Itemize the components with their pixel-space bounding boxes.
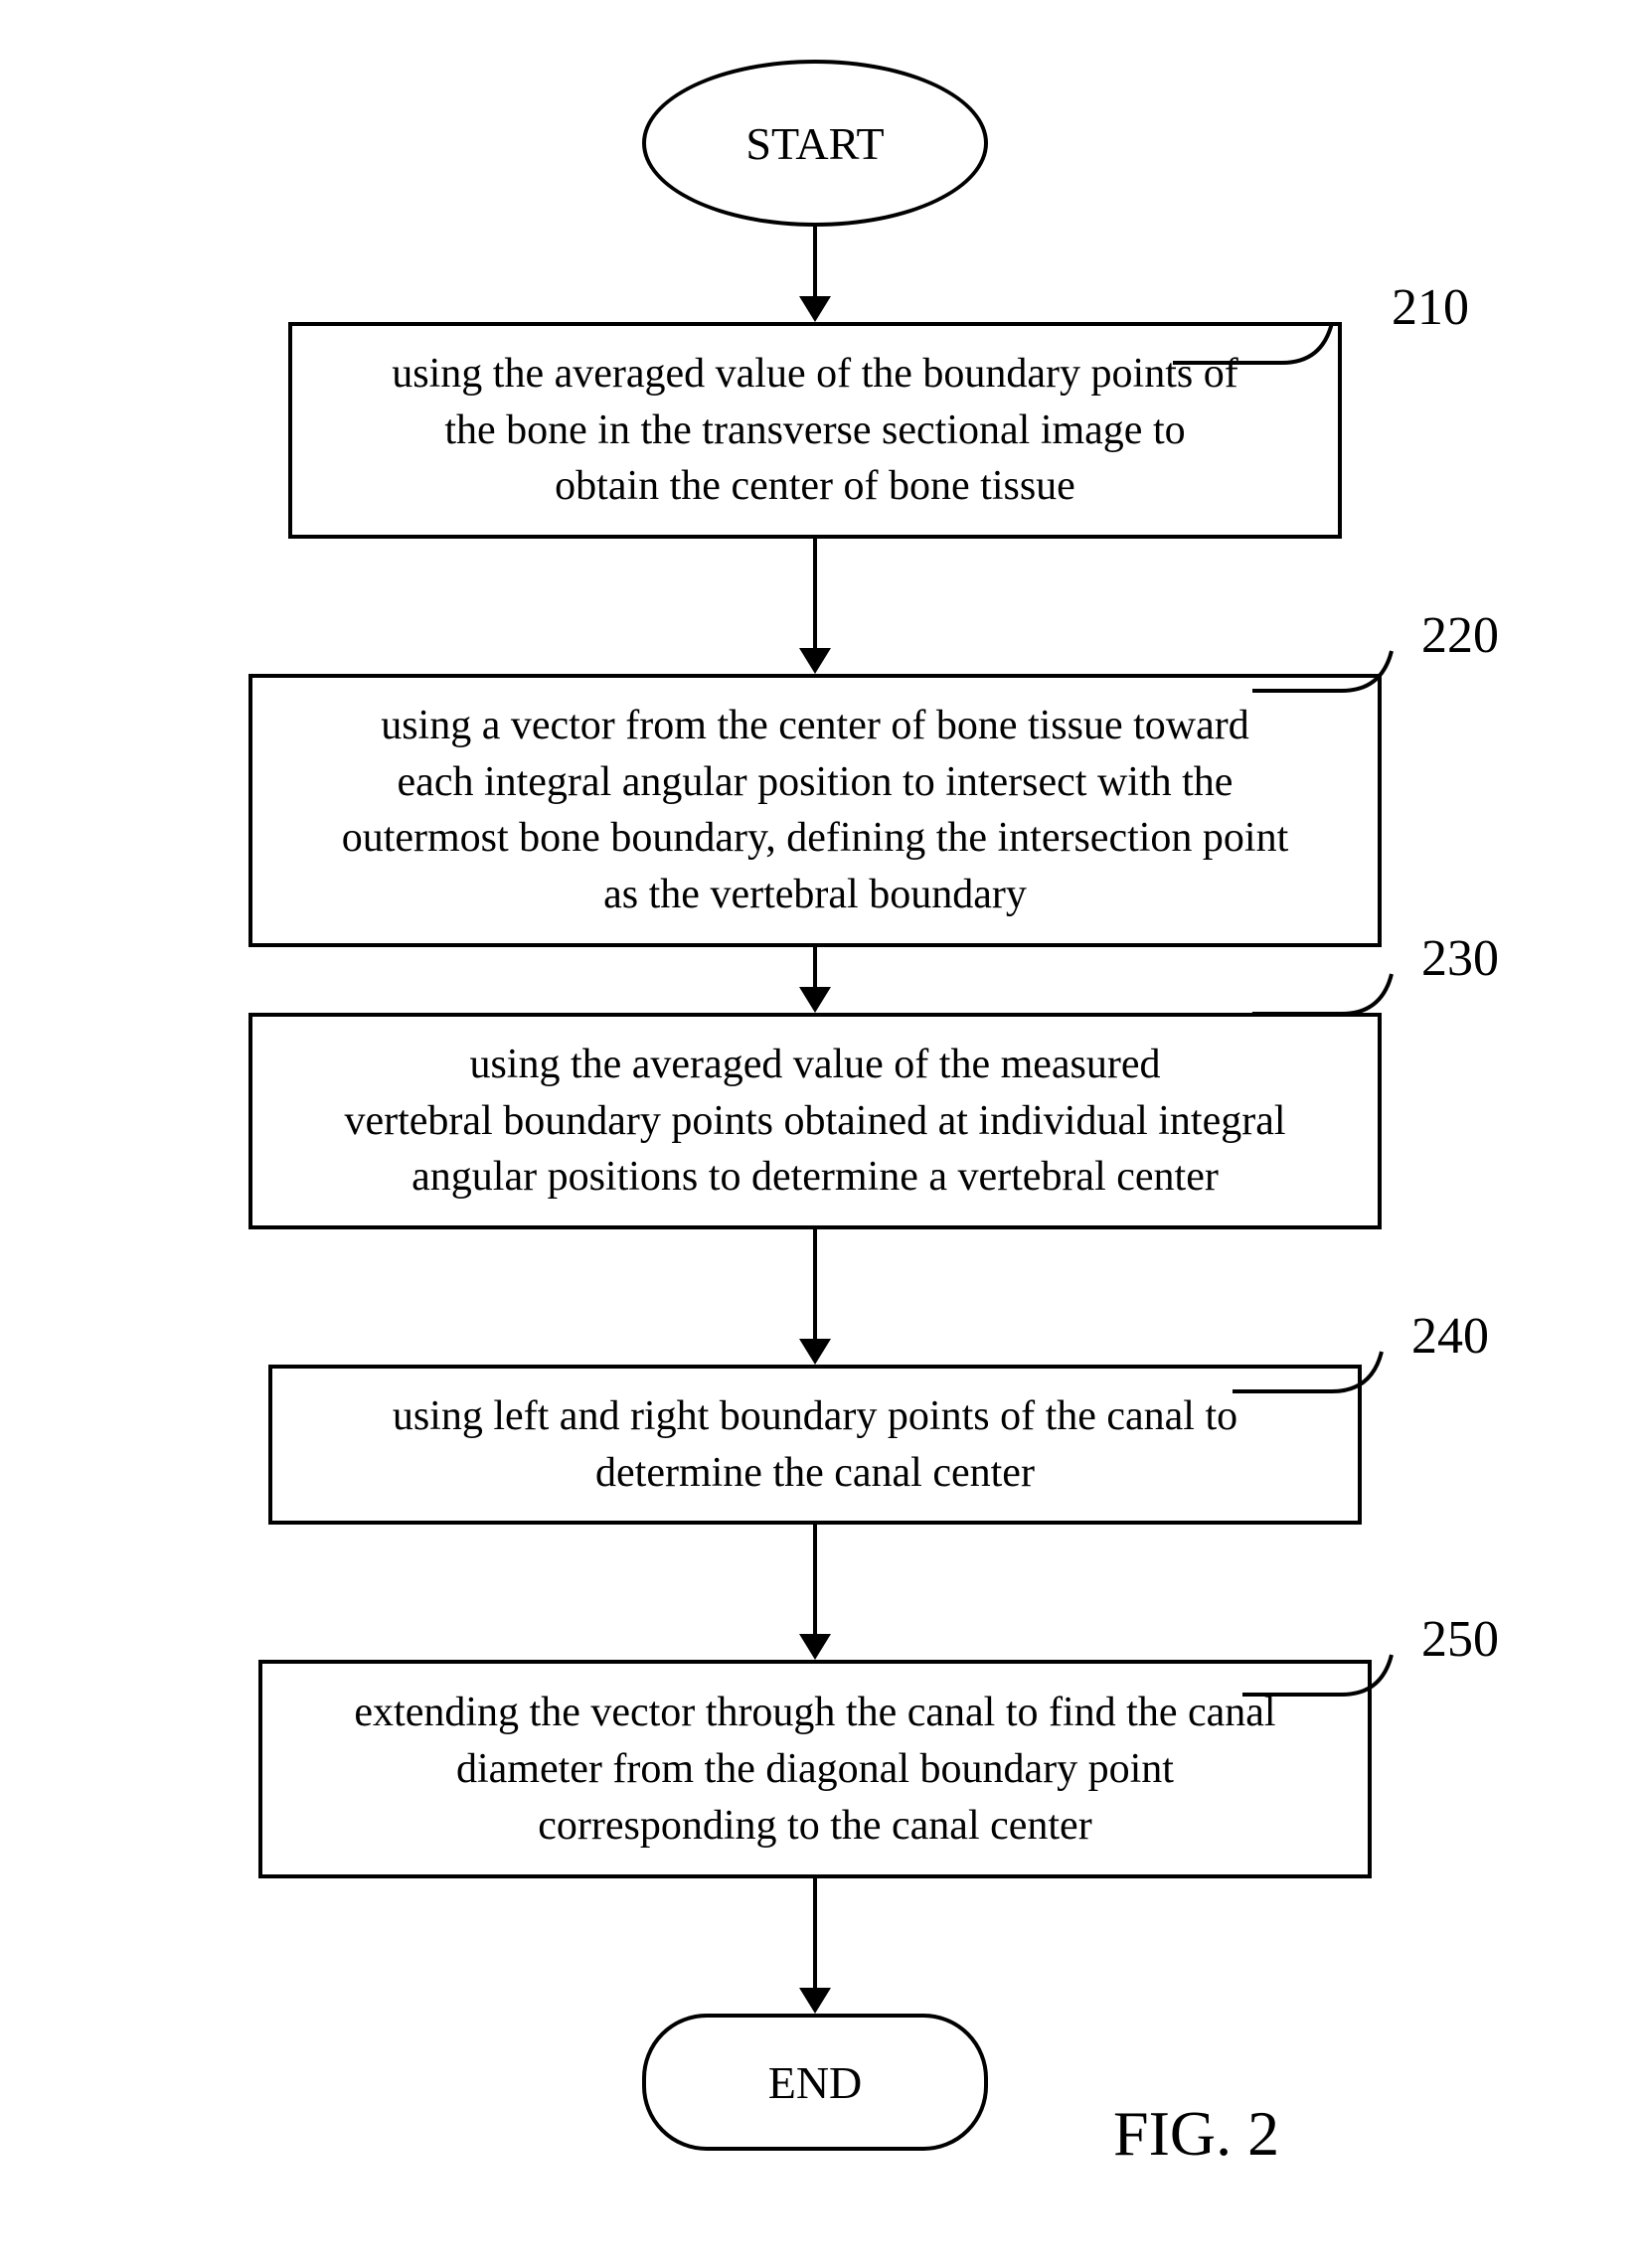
ref-220: 220 (1421, 606, 1499, 665)
arrow-5 (799, 1525, 831, 1660)
ref-210: 210 (1392, 278, 1469, 337)
process-220-text: using a vector from the center of bone t… (342, 698, 1289, 923)
arrow-2 (799, 539, 831, 674)
arrow-4 (799, 1229, 831, 1365)
callout-250 (1242, 1640, 1441, 1749)
process-240: using left and right boundary points of … (268, 1365, 1362, 1525)
arrow-1 (799, 227, 831, 322)
process-220: using a vector from the center of bone t… (248, 674, 1382, 947)
process-250: extending the vector through the canal t… (258, 1660, 1372, 1878)
terminal-end: END (642, 2014, 988, 2151)
callout-230 (1252, 959, 1441, 1068)
process-210-text: using the averaged value of the boundary… (392, 346, 1237, 515)
ref-230: 230 (1421, 929, 1499, 988)
ref-240: 240 (1411, 1307, 1489, 1366)
arrow-6 (799, 1878, 831, 2014)
terminal-start-label: START (745, 117, 884, 170)
callout-220 (1252, 636, 1441, 745)
process-230-text: using the averaged value of the measured… (344, 1037, 1285, 1206)
terminal-end-label: END (768, 2056, 863, 2109)
process-230: using the averaged value of the measured… (248, 1013, 1382, 1229)
process-240-text: using left and right boundary points of … (393, 1388, 1237, 1501)
terminal-start: START (642, 60, 988, 227)
callout-210 (1173, 308, 1382, 417)
arrow-3 (799, 947, 831, 1013)
process-250-text: extending the vector through the canal t… (354, 1685, 1275, 1854)
ref-250: 250 (1421, 1610, 1499, 1669)
figure-label: FIG. 2 (1113, 2097, 1279, 2171)
callout-240 (1233, 1337, 1431, 1446)
